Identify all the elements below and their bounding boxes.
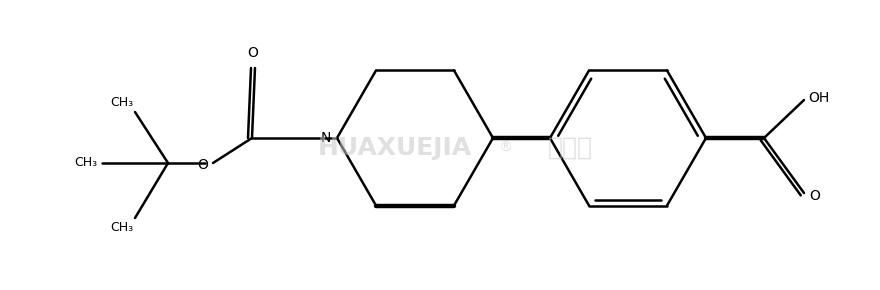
- Text: O: O: [247, 46, 259, 60]
- Text: HUAXUEJIA: HUAXUEJIA: [318, 136, 472, 160]
- Text: CH₃: CH₃: [74, 157, 97, 169]
- Text: O: O: [809, 189, 820, 203]
- Text: CH₃: CH₃: [110, 221, 133, 234]
- Text: ®: ®: [498, 141, 512, 155]
- Text: CH₃: CH₃: [110, 96, 133, 109]
- Text: 化学加: 化学加: [547, 136, 592, 160]
- Text: OH: OH: [808, 91, 829, 105]
- Text: O: O: [197, 158, 208, 172]
- Text: N: N: [320, 131, 331, 145]
